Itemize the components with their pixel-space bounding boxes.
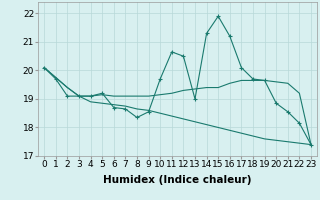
X-axis label: Humidex (Indice chaleur): Humidex (Indice chaleur) bbox=[103, 175, 252, 185]
